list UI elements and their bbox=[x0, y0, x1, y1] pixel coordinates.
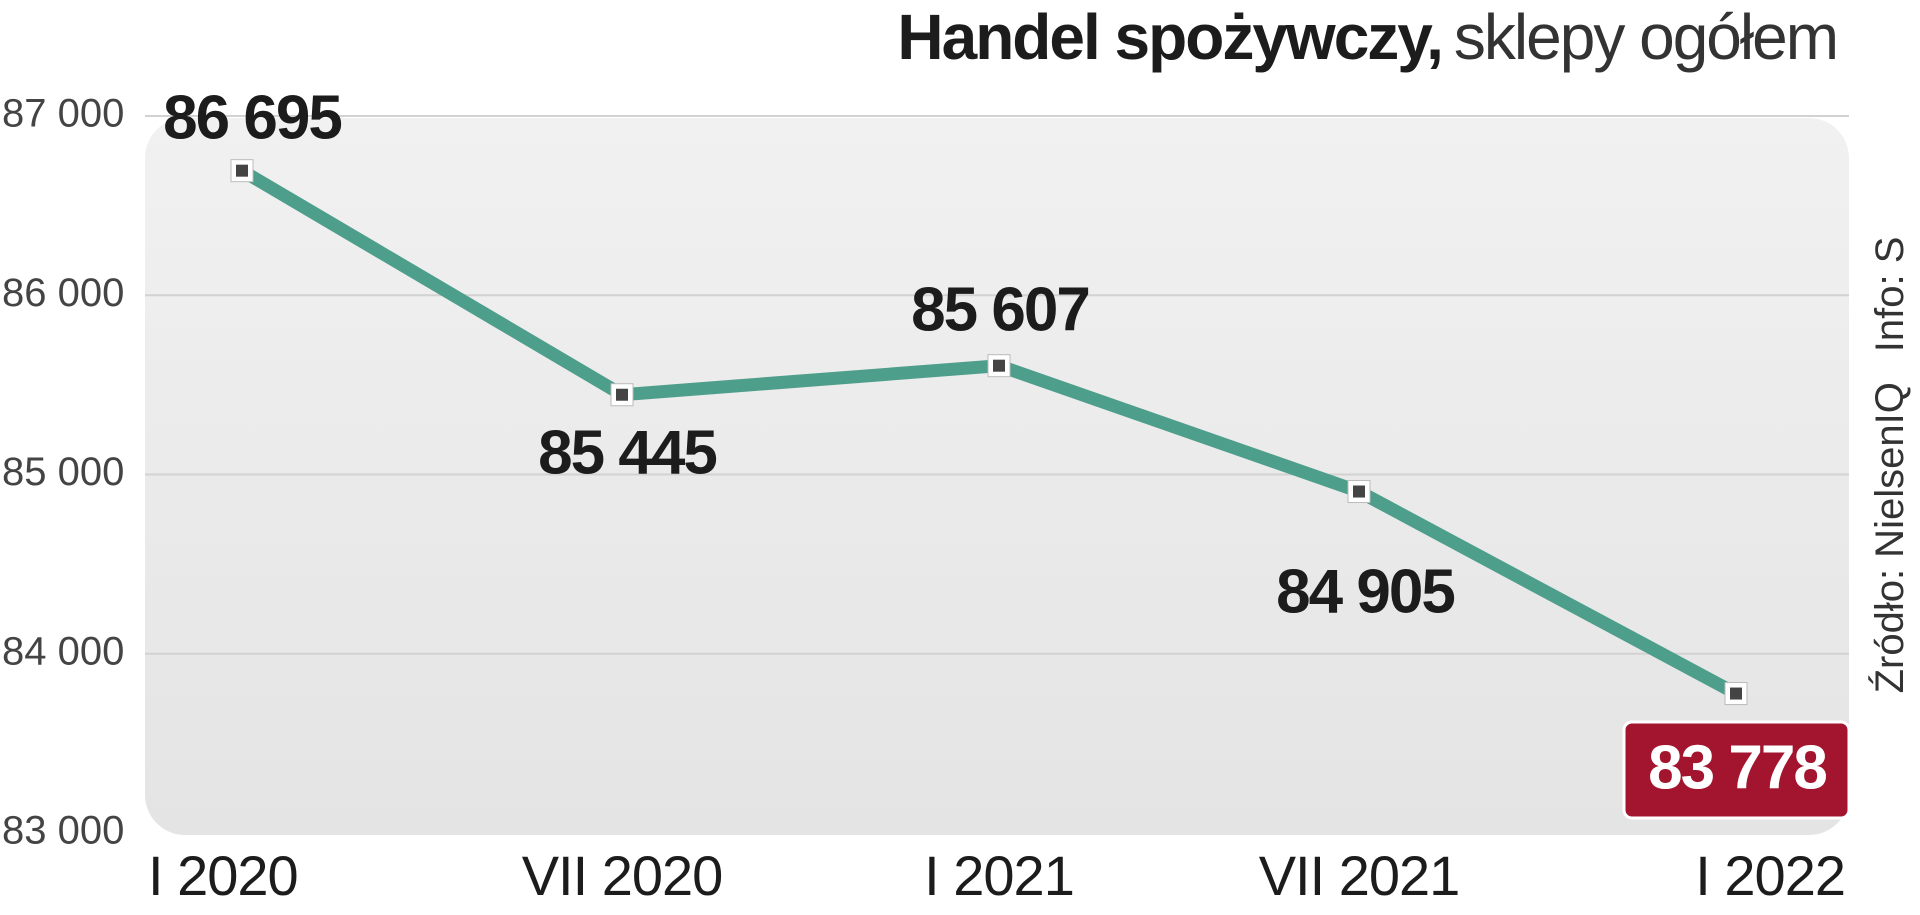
x-tick-label: I 2022 bbox=[1695, 844, 1845, 907]
value-label: 83 778 bbox=[1648, 733, 1826, 802]
marker-inner bbox=[616, 388, 628, 401]
marker-inner bbox=[1353, 485, 1365, 498]
data-point bbox=[610, 383, 634, 407]
value-label: 85 607 bbox=[911, 275, 1089, 344]
y-tick-label: 84 000 bbox=[2, 629, 124, 673]
credit: Info: S bbox=[1868, 237, 1912, 353]
source-note: Źródło: NielsenIQ Info: S bbox=[1867, 237, 1912, 694]
data-point bbox=[1347, 480, 1371, 504]
data-point bbox=[1724, 682, 1748, 706]
chart-title: Handel spożywczy, sklepy ogółem bbox=[897, 1, 1837, 73]
source: Źródło: NielsenIQ bbox=[1867, 382, 1912, 693]
plot-background bbox=[145, 118, 1849, 835]
marker-inner bbox=[993, 359, 1005, 372]
marker-inner bbox=[1730, 687, 1742, 700]
x-tick-label: I 2020 bbox=[148, 844, 298, 907]
y-tick-label: 85 000 bbox=[2, 450, 124, 494]
value-label: 86 695 bbox=[163, 83, 341, 152]
y-tick-label: 87 000 bbox=[2, 92, 124, 136]
marker-inner bbox=[236, 164, 248, 177]
data-point bbox=[230, 159, 254, 183]
x-tick-label: I 2021 bbox=[924, 844, 1074, 907]
title-rest: sklepy ogółem bbox=[1454, 1, 1837, 73]
value-label: 85 445 bbox=[538, 418, 716, 487]
value-label: 84 905 bbox=[1276, 557, 1454, 626]
x-tick-label: VII 2021 bbox=[1259, 844, 1460, 907]
data-point bbox=[987, 354, 1011, 378]
x-tick-label: VII 2020 bbox=[522, 844, 723, 907]
y-tick-label: 83 000 bbox=[2, 809, 124, 853]
title-bold: Handel spożywczy, bbox=[897, 1, 1442, 73]
y-tick-label: 86 000 bbox=[2, 271, 124, 315]
highlight-box bbox=[1622, 720, 1851, 820]
